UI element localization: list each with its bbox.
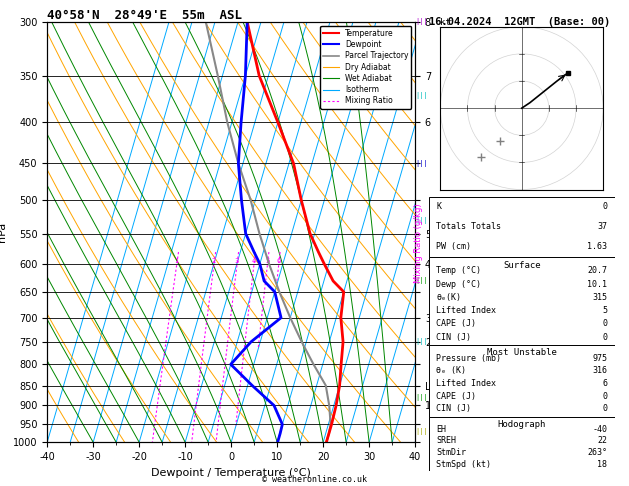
Text: 975: 975 [592,354,607,363]
Text: -40: -40 [592,425,607,434]
Text: 18: 18 [597,460,607,469]
Text: StmDir: StmDir [437,448,466,457]
Y-axis label: km
ASL: km ASL [459,221,477,243]
Text: 16.04.2024  12GMT  (Base: 00): 16.04.2024 12GMT (Base: 00) [429,17,610,27]
Text: |||: ||| [415,394,428,401]
Text: 0: 0 [602,319,607,329]
Text: 22: 22 [597,436,607,445]
Text: |||: ||| [415,428,428,435]
Text: Most Unstable: Most Unstable [487,348,557,357]
Text: θₑ(K): θₑ(K) [437,293,462,302]
Text: 20.7: 20.7 [587,266,607,275]
Text: Pressure (mb): Pressure (mb) [437,354,501,363]
Text: 0: 0 [602,332,607,342]
Text: CAPE (J): CAPE (J) [437,319,476,329]
Text: |||: ||| [415,217,428,224]
Y-axis label: hPa: hPa [0,222,8,242]
Text: Surface: Surface [503,260,540,270]
Text: |||: ||| [415,278,428,284]
Text: kt: kt [440,17,451,27]
Text: CAPE (J): CAPE (J) [437,392,476,400]
Text: |||: ||| [415,91,428,99]
Text: CIN (J): CIN (J) [437,404,471,413]
Text: StmSpd (kt): StmSpd (kt) [437,460,491,469]
Text: Dewp (°C): Dewp (°C) [437,279,481,289]
Text: 1: 1 [175,258,179,264]
Text: 0: 0 [602,392,607,400]
Text: 0: 0 [602,202,607,211]
Text: EH: EH [437,425,447,434]
Text: Mixing Ratio (g/kg): Mixing Ratio (g/kg) [415,203,423,283]
Text: 6: 6 [277,258,281,264]
Text: SREH: SREH [437,436,457,445]
Text: θₑ (K): θₑ (K) [437,366,466,375]
Text: 0: 0 [602,404,607,413]
Text: 2: 2 [212,258,216,264]
Text: Temp (°C): Temp (°C) [437,266,481,275]
Text: |||: ||| [415,18,428,25]
Text: CIN (J): CIN (J) [437,332,471,342]
Text: PW (cm): PW (cm) [437,242,471,250]
Text: 315: 315 [592,293,607,302]
Text: Lifted Index: Lifted Index [437,379,496,388]
Bar [429,345,615,417]
Text: 37: 37 [597,222,607,231]
Text: 6: 6 [602,379,607,388]
Text: Lifted Index: Lifted Index [437,306,496,315]
Text: 1.63: 1.63 [587,242,607,250]
Text: © weatheronline.co.uk: © weatheronline.co.uk [262,474,367,484]
Text: 5: 5 [602,306,607,315]
Text: 263°: 263° [587,448,607,457]
Text: 5: 5 [265,258,270,264]
Text: 4: 4 [252,258,256,264]
Text: |||: ||| [415,160,428,167]
Text: 3: 3 [235,258,240,264]
Text: 10.1: 10.1 [587,279,607,289]
Bar [429,417,615,471]
Text: Hodograph: Hodograph [498,420,546,429]
Text: |||: ||| [415,338,428,346]
Text: Totals Totals: Totals Totals [437,222,501,231]
Text: 316: 316 [592,366,607,375]
Text: 40°58'N  28°49'E  55m  ASL: 40°58'N 28°49'E 55m ASL [47,9,242,22]
Text: K: K [437,202,442,211]
Bar [429,197,615,257]
Bar [429,257,615,345]
X-axis label: Dewpoint / Temperature (°C): Dewpoint / Temperature (°C) [151,468,311,478]
Legend: Temperature, Dewpoint, Parcel Trajectory, Dry Adiabat, Wet Adiabat, Isotherm, Mi: Temperature, Dewpoint, Parcel Trajectory… [320,26,411,108]
